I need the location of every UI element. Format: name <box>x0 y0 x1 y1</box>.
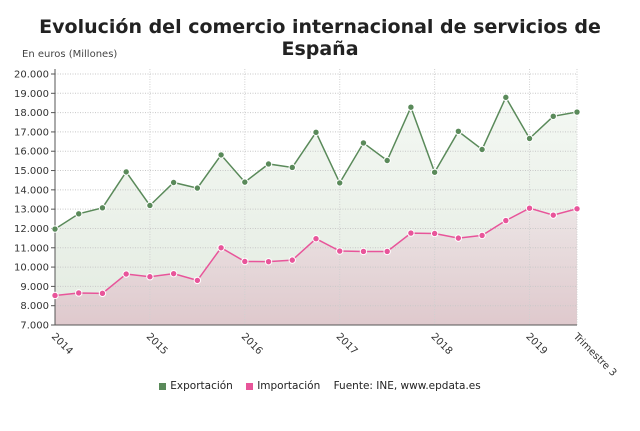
data-point-export <box>75 210 83 218</box>
y-tick-label: 14.000 <box>14 185 49 196</box>
y-tick-label: 15.000 <box>14 166 49 177</box>
data-point-import <box>336 247 344 255</box>
data-point-import <box>288 256 296 264</box>
x-tick-label: 2014 <box>49 331 75 357</box>
data-point-import <box>241 257 249 266</box>
data-point-export <box>241 178 249 186</box>
data-point-export <box>336 179 344 187</box>
data-point-import <box>525 204 534 212</box>
legend-item-import: Importación <box>246 380 320 392</box>
data-point-export <box>383 156 391 165</box>
data-point-import <box>169 269 178 278</box>
data-point-export <box>502 93 510 102</box>
y-tick-label: 10.000 <box>14 263 49 274</box>
data-point-import <box>98 289 107 298</box>
y-tick-label: 11.000 <box>14 243 49 254</box>
data-point-import <box>502 216 510 225</box>
y-tick-label: 12.000 <box>14 224 49 235</box>
x-tick-label: Trimestre 3 <box>570 331 618 379</box>
x-tick-label: 2015 <box>144 331 170 357</box>
data-point-export <box>549 112 557 120</box>
y-tick-label: 17.000 <box>14 127 49 138</box>
data-point-export <box>312 128 320 137</box>
data-point-export <box>407 103 415 111</box>
data-point-import <box>478 231 486 240</box>
data-point-export <box>525 134 534 143</box>
data-point-export <box>430 168 439 176</box>
data-point-import <box>51 291 59 300</box>
source-note: Fuente: INE, www.epdata.es <box>333 380 481 392</box>
y-tick-label: 16.000 <box>14 147 49 158</box>
x-tick-label: 2016 <box>239 331 265 357</box>
data-point-export <box>122 168 130 176</box>
y-tick-label: 7.000 <box>20 321 49 332</box>
data-point-import <box>312 234 320 243</box>
y-tick-label: 9.000 <box>20 282 49 293</box>
data-point-export <box>478 145 486 154</box>
data-point-import <box>430 229 439 238</box>
data-point-import <box>407 229 415 237</box>
data-point-import <box>573 205 581 213</box>
data-point-export <box>98 204 107 212</box>
y-tick-label: 20.000 <box>14 70 49 81</box>
data-point-import <box>75 289 83 297</box>
data-point-export <box>169 178 178 187</box>
data-point-export <box>359 139 368 147</box>
data-point-import <box>264 257 273 266</box>
data-point-import <box>359 247 368 256</box>
chart-title: Evolución del comercio internacional de … <box>39 16 601 60</box>
y-axis-label: En euros (Millones) <box>22 49 118 60</box>
data-point-export <box>288 163 296 172</box>
data-point-import <box>454 234 463 242</box>
y-tick-label: 19.000 <box>14 89 49 100</box>
legend: Exportación Importación Fuente: INE, www… <box>0 380 640 392</box>
legend-item-export: Exportación <box>159 380 233 392</box>
data-point-export <box>454 127 463 136</box>
x-tick-label: 2017 <box>334 331 360 357</box>
data-point-import <box>193 276 202 285</box>
x-tick-label: 2019 <box>523 331 549 357</box>
x-tick-label: 2018 <box>429 331 455 357</box>
y-tick-label: 8.000 <box>20 301 49 312</box>
data-point-import <box>383 247 391 256</box>
data-point-import <box>217 244 225 252</box>
data-point-export <box>264 160 273 168</box>
data-point-import <box>146 273 154 281</box>
data-point-export <box>573 108 581 116</box>
data-point-export <box>217 151 225 159</box>
data-point-export <box>51 225 59 233</box>
data-point-import <box>122 270 130 278</box>
data-point-import <box>549 211 557 219</box>
y-tick-label: 18.000 <box>14 108 49 119</box>
data-point-export <box>193 184 202 192</box>
data-point-export <box>146 201 154 210</box>
y-tick-label: 13.000 <box>14 205 49 216</box>
